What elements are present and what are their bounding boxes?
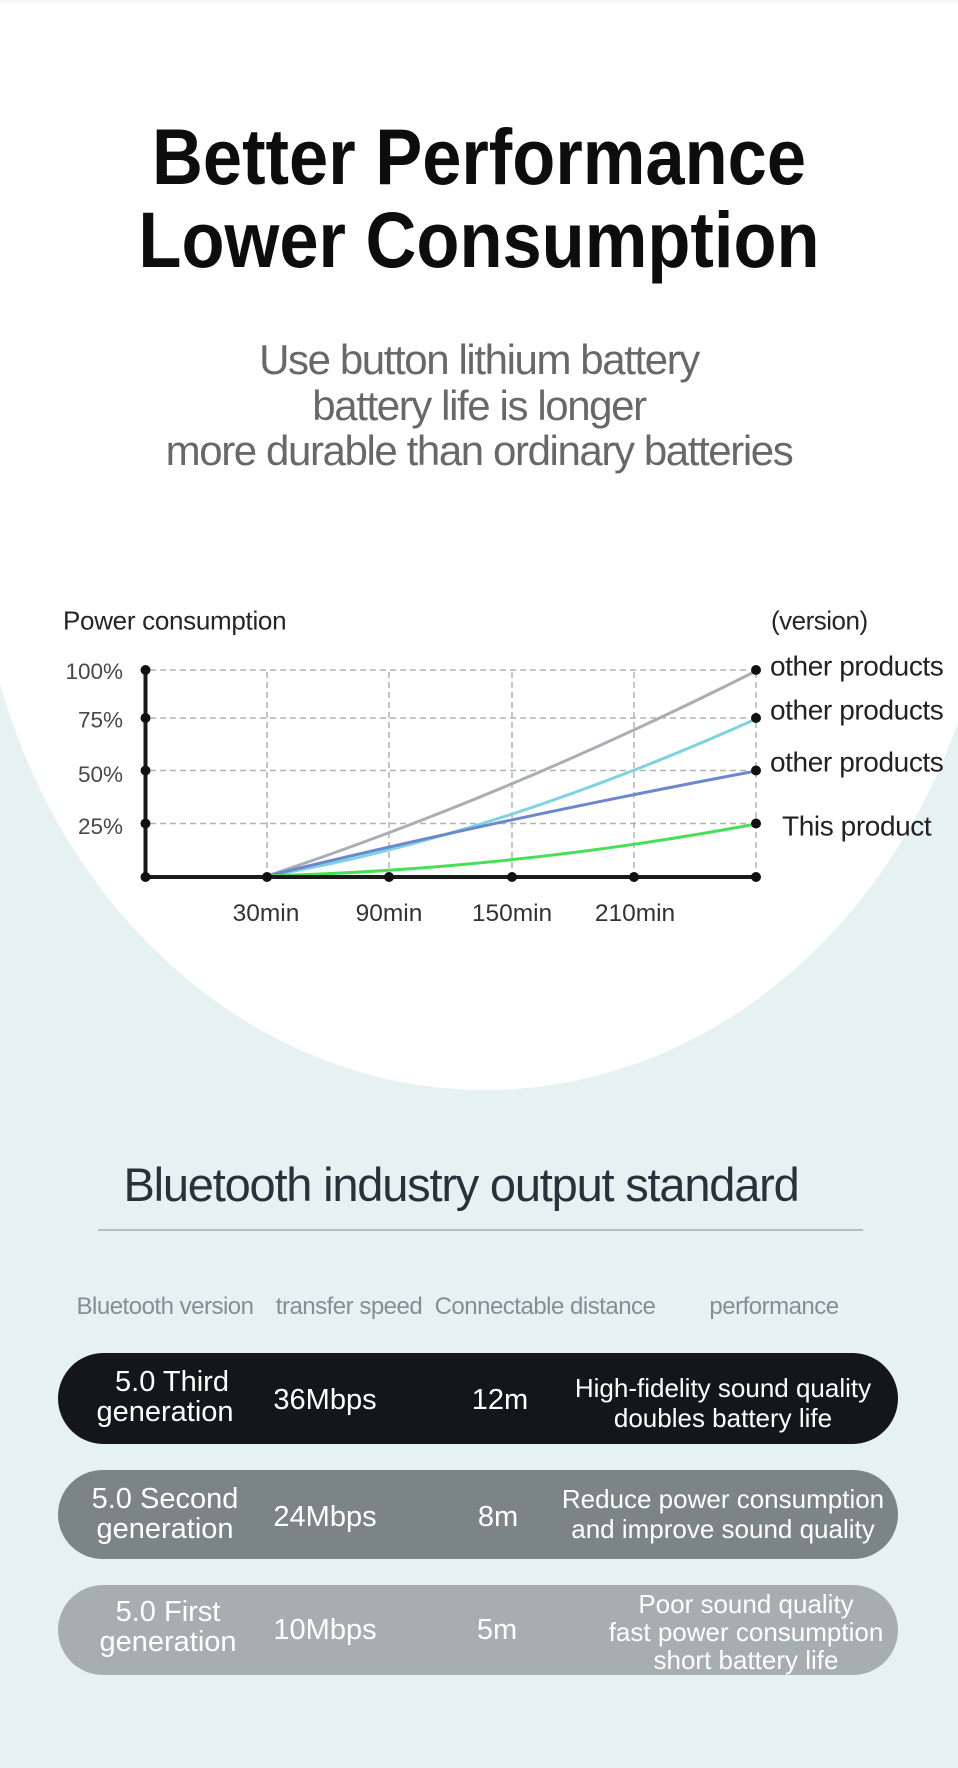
svg-text:other products: other products [770, 695, 943, 726]
svg-text:30min: 30min [233, 900, 300, 927]
svg-text:This product: This product [782, 811, 932, 842]
svg-text:75%: 75% [78, 708, 123, 733]
svg-text:(version): (version) [771, 606, 868, 636]
svg-text:other products: other products [770, 747, 943, 778]
svg-text:other products: other products [770, 651, 943, 682]
svg-text:25%: 25% [78, 814, 123, 839]
svg-text:Power consumption: Power consumption [63, 606, 286, 636]
svg-text:210min: 210min [595, 900, 675, 927]
svg-text:50%: 50% [78, 762, 123, 787]
svg-text:150min: 150min [472, 900, 552, 927]
svg-text:100%: 100% [65, 659, 123, 684]
svg-text:90min: 90min [356, 900, 423, 927]
